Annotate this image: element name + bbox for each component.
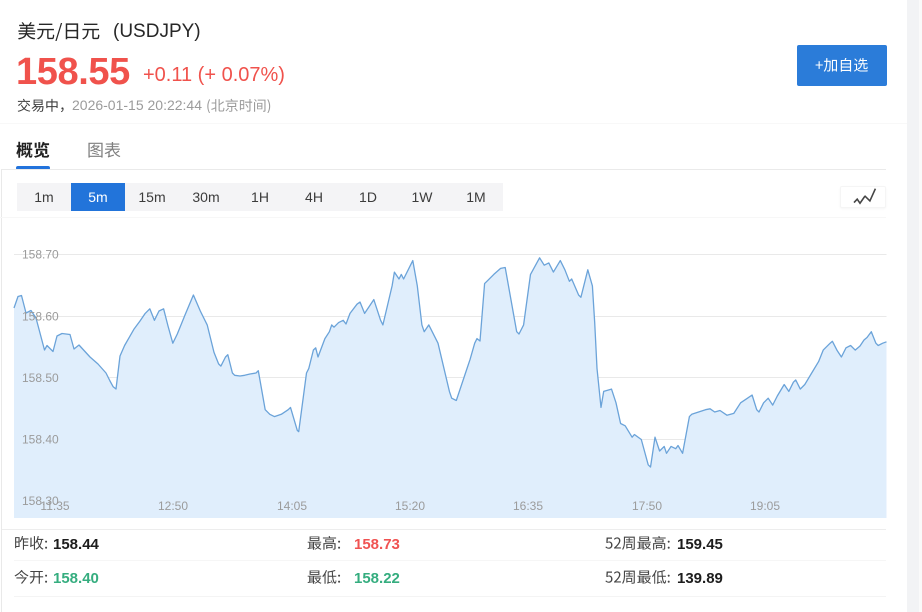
svg-text:14:05: 14:05 — [277, 499, 307, 513]
svg-text:15:20: 15:20 — [395, 499, 425, 513]
svg-text:158.30: 158.30 — [22, 494, 59, 508]
svg-text:158.70: 158.70 — [22, 247, 59, 261]
svg-text:158.40: 158.40 — [22, 432, 59, 446]
svg-text:16:35: 16:35 — [513, 499, 543, 513]
svg-text:17:50: 17:50 — [632, 499, 662, 513]
svg-text:11:35: 11:35 — [40, 499, 69, 513]
svg-text:158.50: 158.50 — [22, 371, 59, 385]
svg-text:158.60: 158.60 — [22, 309, 59, 323]
svg-text:12:50: 12:50 — [158, 499, 188, 513]
svg-text:19:05: 19:05 — [750, 499, 780, 513]
